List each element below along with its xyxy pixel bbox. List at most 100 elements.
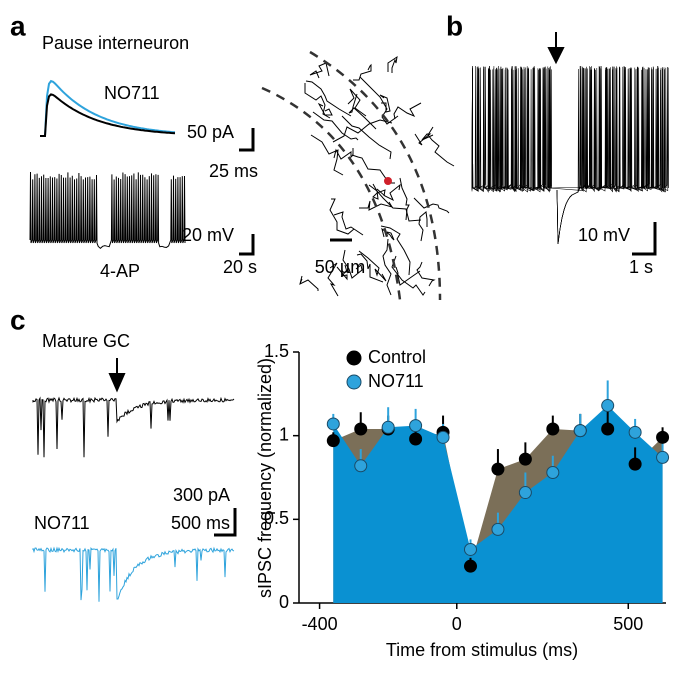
scale-label: 25 ms — [209, 161, 258, 181]
traces — [29, 50, 669, 602]
panel-title: Mature GC — [42, 331, 130, 351]
current-trace — [32, 546, 235, 602]
legend-label: NO711 — [368, 371, 424, 391]
chart: Time from stimulus (ms) sIPSC frequency … — [255, 341, 670, 660]
current-trace — [40, 93, 176, 137]
layer-border — [261, 86, 402, 301]
point — [436, 430, 450, 444]
scale-label: 1 s — [629, 257, 653, 277]
scale-label: 20 mV — [182, 225, 234, 245]
point — [656, 450, 670, 464]
layer-border — [309, 50, 442, 301]
dendrite — [341, 115, 392, 160]
point — [354, 459, 368, 473]
panel-label: a — [10, 10, 26, 41]
dendrite — [379, 94, 391, 113]
point — [491, 522, 505, 536]
point — [463, 559, 477, 573]
dendrite — [336, 264, 349, 281]
dendrite — [342, 249, 363, 279]
dendrite — [317, 102, 333, 116]
y-tick-label: 0.5 — [264, 508, 289, 528]
area — [333, 405, 663, 603]
point — [518, 452, 532, 466]
dendrite — [381, 227, 395, 241]
spike-trace — [471, 66, 664, 245]
dendrite — [372, 183, 386, 200]
point — [546, 422, 560, 436]
x-axis-title: Time from stimulus (ms) — [386, 640, 578, 660]
dendrite — [416, 261, 436, 287]
y-tick-label: 1 — [279, 424, 289, 444]
scale-bar — [632, 222, 657, 256]
dendrite — [348, 93, 377, 130]
point — [463, 542, 477, 556]
point — [628, 425, 642, 439]
point — [656, 430, 670, 444]
point — [409, 419, 423, 433]
dendrite — [305, 80, 352, 117]
scale-label: 50 µm — [315, 257, 365, 277]
scale-bar — [239, 234, 255, 256]
dendrite — [309, 62, 330, 79]
panel-label: b — [446, 10, 463, 41]
scale-label: 20 s — [223, 257, 257, 277]
point — [601, 422, 615, 436]
soma — [384, 177, 392, 185]
dendrite — [356, 253, 384, 283]
dendrite — [353, 63, 372, 81]
point — [546, 465, 560, 479]
dendrite — [399, 177, 410, 221]
dendrite — [395, 266, 421, 286]
dendrite — [327, 262, 339, 297]
panel-title: Pause interneuron — [42, 33, 189, 53]
y-tick-label: 1.5 — [264, 341, 289, 361]
point — [518, 486, 532, 500]
dendrite — [393, 102, 422, 120]
scale-label: 50 pA — [187, 122, 234, 142]
legend-marker — [346, 374, 362, 390]
point — [381, 420, 395, 434]
y-axis-title: sIPSC frequency (normalized) — [255, 358, 275, 598]
dendrite — [304, 83, 331, 119]
dendrite — [347, 88, 367, 117]
x-tick-label: 500 — [613, 614, 643, 634]
dendrite — [299, 275, 319, 291]
dendrite — [382, 238, 392, 296]
y-tick-label: 0 — [279, 592, 289, 612]
arrow — [108, 358, 126, 393]
point — [573, 424, 587, 438]
arrow — [547, 32, 565, 65]
point — [409, 432, 423, 446]
legend-marker — [346, 350, 362, 366]
dendrite — [391, 255, 426, 296]
drug-label: 4-AP — [100, 261, 140, 281]
point — [326, 434, 340, 448]
x-tick-label: 0 — [452, 614, 462, 634]
spike-trace — [29, 171, 186, 250]
dendrite — [376, 183, 401, 202]
dendrite — [310, 134, 344, 176]
current-trace — [40, 79, 176, 137]
point — [491, 462, 505, 476]
dendrite — [418, 211, 428, 242]
x-tick-label: -400 — [302, 614, 338, 634]
trace-label: NO711 — [104, 83, 160, 103]
dendrite — [329, 198, 355, 235]
point — [628, 457, 642, 471]
scale-label: 10 mV — [578, 225, 630, 245]
trace-label: NO711 — [34, 513, 90, 533]
dendrite — [387, 55, 398, 73]
point — [601, 399, 615, 413]
panel-label: c — [10, 304, 26, 335]
dendrite — [368, 184, 422, 222]
dendrite — [380, 225, 411, 276]
dendrite — [359, 76, 399, 125]
dendrite — [414, 133, 434, 146]
dendrite — [358, 250, 387, 282]
scale-label: 500 ms — [171, 513, 230, 533]
scale-bar — [239, 128, 255, 152]
dendrite — [312, 111, 359, 141]
dendrite — [413, 197, 450, 214]
